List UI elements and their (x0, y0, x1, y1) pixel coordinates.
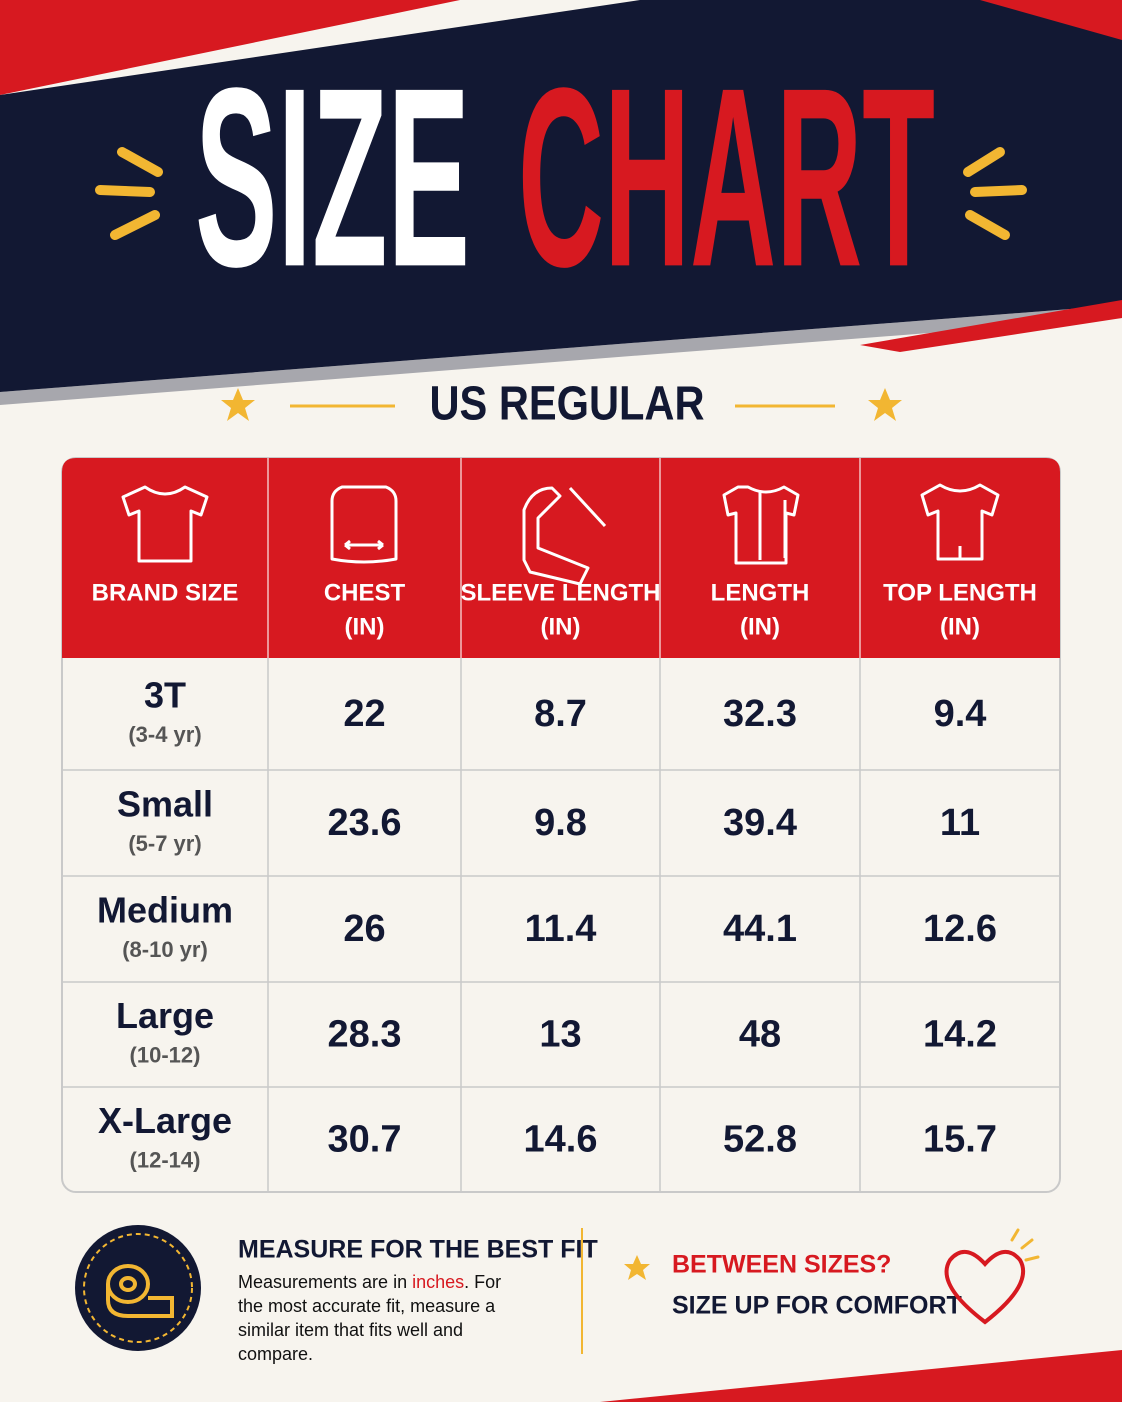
size-name: Small (117, 784, 213, 825)
header-icons (121, 483, 1000, 586)
column-unit: (IN) (541, 613, 581, 640)
burst-left (95, 147, 163, 240)
size-name: Large (116, 995, 214, 1036)
cell-value: 14.2 (923, 1014, 997, 1056)
burst-right (963, 147, 1027, 240)
column-unit: (IN) (345, 613, 385, 640)
sleeve-icon (522, 486, 607, 586)
column-header: SLEEVE LENGTH (460, 579, 660, 606)
cell-value: 11 (940, 802, 980, 844)
text: . For the most accurate fit, measure a s… (238, 1272, 502, 1364)
size-age: (5-7 yr) (128, 831, 201, 856)
red-streak (860, 300, 1122, 352)
subtitle: US REGULAR (430, 378, 705, 431)
size-age: (12-14) (130, 1147, 201, 1172)
measure-text: Measurements are in inches. For the most… (238, 1270, 503, 1366)
cell-value: 52.8 (723, 1119, 797, 1161)
column-header: TOP LENGTH (883, 579, 1037, 606)
title-white: SIZE (195, 35, 470, 320)
cell-value: 9.4 (934, 693, 987, 735)
column-header: BRAND SIZE (92, 579, 239, 606)
size-name: Medium (97, 890, 233, 931)
brush-edge (0, 305, 1122, 405)
measure-title: MEASURE FOR THE BEST FIT (238, 1236, 598, 1264)
cell-value: 12.6 (923, 908, 997, 950)
cell-value: 32.3 (723, 693, 797, 735)
column-unit: (IN) (740, 613, 780, 640)
size-name: X-Large (98, 1100, 232, 1141)
title-red: CHART (518, 35, 935, 320)
cell-value: 9.8 (534, 802, 587, 844)
cell-value: 44.1 (723, 908, 797, 950)
tip-title: BETWEEN SIZES? (672, 1251, 891, 1279)
table-grid (62, 458, 1060, 1192)
star-icon (868, 388, 902, 421)
size-name: 3T (144, 675, 186, 716)
text: Measurements are in (238, 1272, 413, 1292)
cell-value: 26 (343, 908, 385, 950)
cell-value: 8.7 (534, 693, 587, 735)
heart-icon (944, 1250, 1026, 1325)
cell-value: 23.6 (328, 802, 402, 844)
cell-value: 14.6 (524, 1119, 598, 1161)
tshirt-icon (121, 485, 209, 563)
navy-band (0, 0, 1122, 392)
cell-value: 39.4 (723, 802, 797, 844)
chest-icon (330, 485, 398, 564)
cell-value: 28.3 (328, 1014, 402, 1056)
red-streak (980, 0, 1122, 40)
column-unit: (IN) (940, 613, 980, 640)
star-icon (221, 388, 255, 421)
length-icon (722, 485, 800, 565)
highlight: inches (412, 1272, 465, 1292)
size-age: (8-10 yr) (122, 937, 208, 962)
red-streak (600, 1350, 1122, 1402)
heart-burst (1010, 1228, 1040, 1262)
cell-value: 48 (739, 1014, 781, 1056)
top-length-icon (920, 483, 1000, 561)
column-header: LENGTH (711, 579, 810, 606)
size-age: (3-4 yr) (128, 722, 201, 747)
tape-icon (106, 1264, 174, 1318)
cell-value: 22 (343, 693, 385, 735)
badge-ring (83, 1233, 193, 1343)
red-streak (0, 0, 460, 95)
measure-badge (75, 1225, 201, 1351)
star-icon (624, 1255, 650, 1280)
cell-value: 15.7 (923, 1119, 997, 1161)
tip-text: SIZE UP FOR COMFORT (672, 1292, 962, 1320)
size-age: (10-12) (130, 1042, 201, 1067)
column-header: CHEST (324, 579, 406, 606)
cell-value: 30.7 (328, 1119, 402, 1161)
cell-value: 13 (539, 1014, 581, 1056)
cell-value: 11.4 (525, 908, 597, 950)
